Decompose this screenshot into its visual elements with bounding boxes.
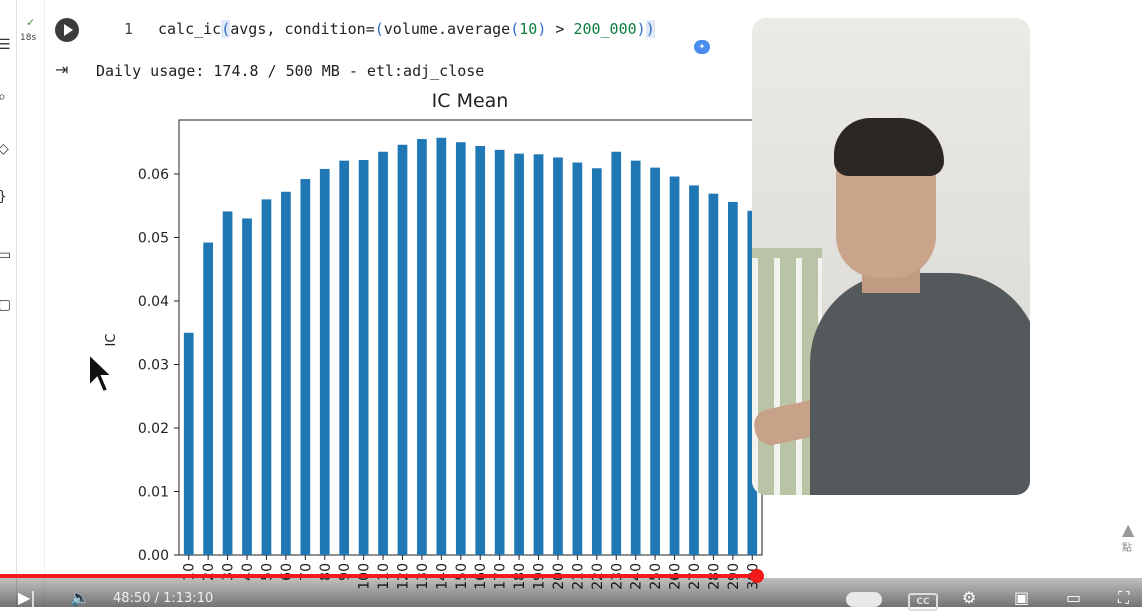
bar [339,160,350,555]
bar [669,176,680,555]
bar [630,160,641,555]
y-tick-label: 0.00 [138,548,169,564]
code-paren: ( [374,20,384,38]
fullscreen-icon[interactable]: ⛶ [1118,588,1130,607]
bar [572,162,583,556]
bar [183,332,194,555]
cell-gutter [16,0,45,607]
bar [533,154,544,555]
check-icon: ✓ [26,16,36,29]
code-number: 200_000 [573,20,637,38]
code-fn: calc_ic [158,20,222,38]
duration: 1:13:10 [163,591,214,606]
bar [611,151,622,555]
volume-icon[interactable]: 🔈 [70,588,90,607]
bar [689,185,699,555]
code-args: avgs, condition= [230,20,375,38]
bar [455,142,466,556]
subtitles-button[interactable]: CC [908,593,938,611]
key-icon[interactable]: ◇ [0,141,9,157]
secrets-icon[interactable]: ▭ [0,247,12,263]
bar [650,167,660,555]
bar [281,191,291,555]
y-tick-label: 0.04 [138,294,169,310]
execution-time: 18s [20,33,37,43]
bar [261,199,272,555]
watermark-label: 點 [1122,543,1132,554]
bar [242,218,252,555]
bar [358,160,369,555]
variables-icon[interactable]: } [0,190,12,204]
gemini-icon[interactable]: ✦ [694,40,710,54]
bar [397,144,408,555]
bar [436,137,447,556]
autoplay-toggle[interactable] [846,592,882,607]
time-display: 48:50 / 1:13:10 [113,591,213,606]
settings-icon[interactable]: ⚙ [962,588,977,607]
y-tick-label: 0.06 [138,167,169,183]
bar [708,193,719,555]
presenter-hair [834,118,944,176]
progress-played [0,574,758,578]
miniplayer-icon[interactable]: ▣ [1014,588,1030,607]
bar [553,157,563,555]
code-paren: ) [636,20,646,38]
bar [378,151,388,555]
channel-watermark: ▲ 點 [1122,520,1142,564]
output-status: Daily usage: 174.8 / 500 MB - etl:adj_cl… [96,62,485,80]
webcam-overlay [752,18,1030,495]
menu-icon[interactable]: ☰ [0,37,11,53]
bar [475,146,486,555]
presenter-body [810,273,1030,495]
code-paren: ) [645,20,655,38]
bar [300,179,311,555]
files-icon[interactable]: ▢ [0,297,12,313]
code-operator: > [546,20,574,38]
bar [591,168,602,556]
y-tick-label: 0.05 [138,230,169,246]
y-tick-label: 0.03 [138,357,169,373]
bar [417,139,427,556]
run-cell-button[interactable] [55,18,79,42]
code-paren: ) [537,20,547,38]
output-icon[interactable]: ⇥ [55,60,69,79]
search-icon[interactable]: ⌕ [0,89,6,105]
bar [203,242,214,555]
theater-icon[interactable]: ▭ [1066,588,1082,607]
y-tick-label: 0.01 [138,484,169,500]
colab-sidebar: ☰ ⌕ ◇ } ▭ ▢ [0,0,17,607]
y-tick-label: 0.02 [138,421,169,437]
line-number: 1 [124,20,134,38]
current-time: 48:50 [113,591,151,606]
bar [222,211,233,555]
chart-title: IC Mean [431,90,509,112]
progress-scrubber[interactable] [750,569,765,583]
bar [514,153,524,556]
bar [319,168,330,555]
code-paren: ( [221,20,231,38]
next-icon[interactable]: ▶| [18,588,36,607]
code-number: 10 [519,20,538,38]
time-separator: / [150,591,164,606]
code-paren: ( [510,20,520,38]
bar [727,201,738,555]
cursor-icon [88,352,114,394]
code-expr: volume.average [383,20,511,38]
code-line[interactable]: 1 calc_ic(avgs, condition=(volume.average… [124,18,655,40]
player-controls [0,578,1142,607]
bar [494,149,505,555]
